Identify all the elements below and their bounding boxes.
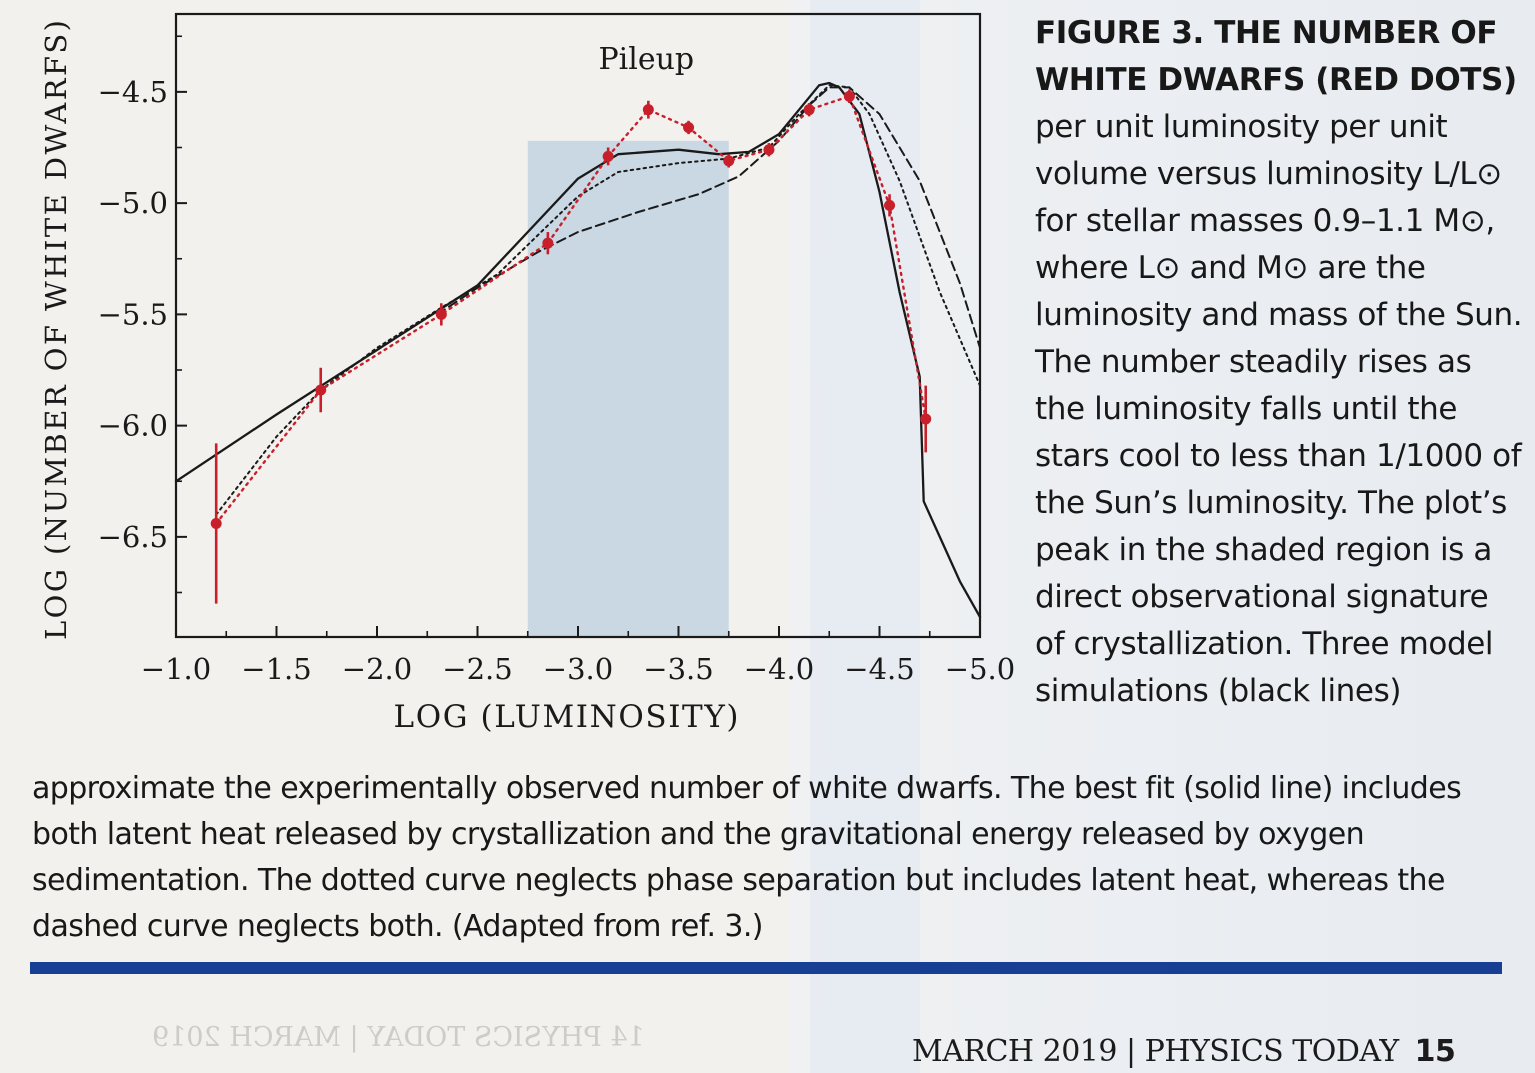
reverse-page-bleed-strip xyxy=(810,0,920,1073)
observed-point xyxy=(763,144,775,156)
observed-point xyxy=(843,90,855,102)
observed-point xyxy=(884,199,896,211)
y-tick-label: −5.5 xyxy=(98,297,168,331)
x-tick-label: −4.5 xyxy=(844,652,914,686)
figure-label: FIGURE 3. THE NUMBER OF WHITE DWARFS (RE… xyxy=(1035,15,1517,98)
observed-point xyxy=(642,104,654,116)
observed-point xyxy=(920,413,932,425)
y-tick-label: −4.5 xyxy=(98,75,168,109)
pileup-annotation: Pileup xyxy=(598,42,694,77)
y-tick-label: −5.0 xyxy=(98,186,168,220)
observed-point xyxy=(803,104,815,116)
mirrored-bleed-text: 14 PHYSICS TODAY | MARCH 2019 xyxy=(152,1022,645,1053)
x-tick-label: −1.0 xyxy=(141,652,211,686)
x-tick-label: −3.5 xyxy=(643,652,713,686)
x-axis-label: LOG (LUMINOSITY) xyxy=(394,699,739,735)
observed-point xyxy=(210,518,222,530)
figure-caption-head: FIGURE 3. THE NUMBER OF WHITE DWARFS (RE… xyxy=(1035,10,1525,715)
x-tick-label: −3.0 xyxy=(543,652,613,686)
observed-point xyxy=(602,150,614,162)
y-tick-label: −6.0 xyxy=(98,409,168,443)
observed-point xyxy=(435,308,447,320)
x-tick-label: −2.0 xyxy=(342,652,412,686)
axes: −1.0 −1.5 −2.0 −2.5 −3.0 −3.5 −4.0 −4.5 −5.0 −4.5… xyxy=(98,35,1015,686)
caption-head-text: per unit luminosity per unit volume vers… xyxy=(1035,109,1523,709)
section-rule xyxy=(30,962,1502,974)
observed-point xyxy=(542,237,554,249)
model-curve-dotted xyxy=(215,84,981,516)
observed-point xyxy=(315,384,327,396)
page-footer: MARCH 2019 | PHYSICS TODAY 15 xyxy=(912,1034,1456,1069)
x-tick-label: −2.5 xyxy=(442,652,512,686)
observed-points xyxy=(210,89,932,604)
y-axis-label: LOG (NUMBER OF WHITE DWARFS) xyxy=(39,20,73,640)
observed-point xyxy=(683,121,695,133)
x-tick-label: −4.0 xyxy=(744,652,814,686)
observed-point xyxy=(723,155,735,167)
x-tick-label: −5.0 xyxy=(945,652,1015,686)
running-head: MARCH 2019 | PHYSICS TODAY xyxy=(912,1034,1399,1069)
page-number: 15 xyxy=(1414,1034,1456,1069)
y-tick-label: −6.5 xyxy=(98,520,168,554)
figure-caption-continued: approximate the experimentally observed … xyxy=(32,771,1462,944)
x-tick-label: −1.5 xyxy=(241,652,311,686)
reverse-page-bleed xyxy=(790,0,1535,1073)
